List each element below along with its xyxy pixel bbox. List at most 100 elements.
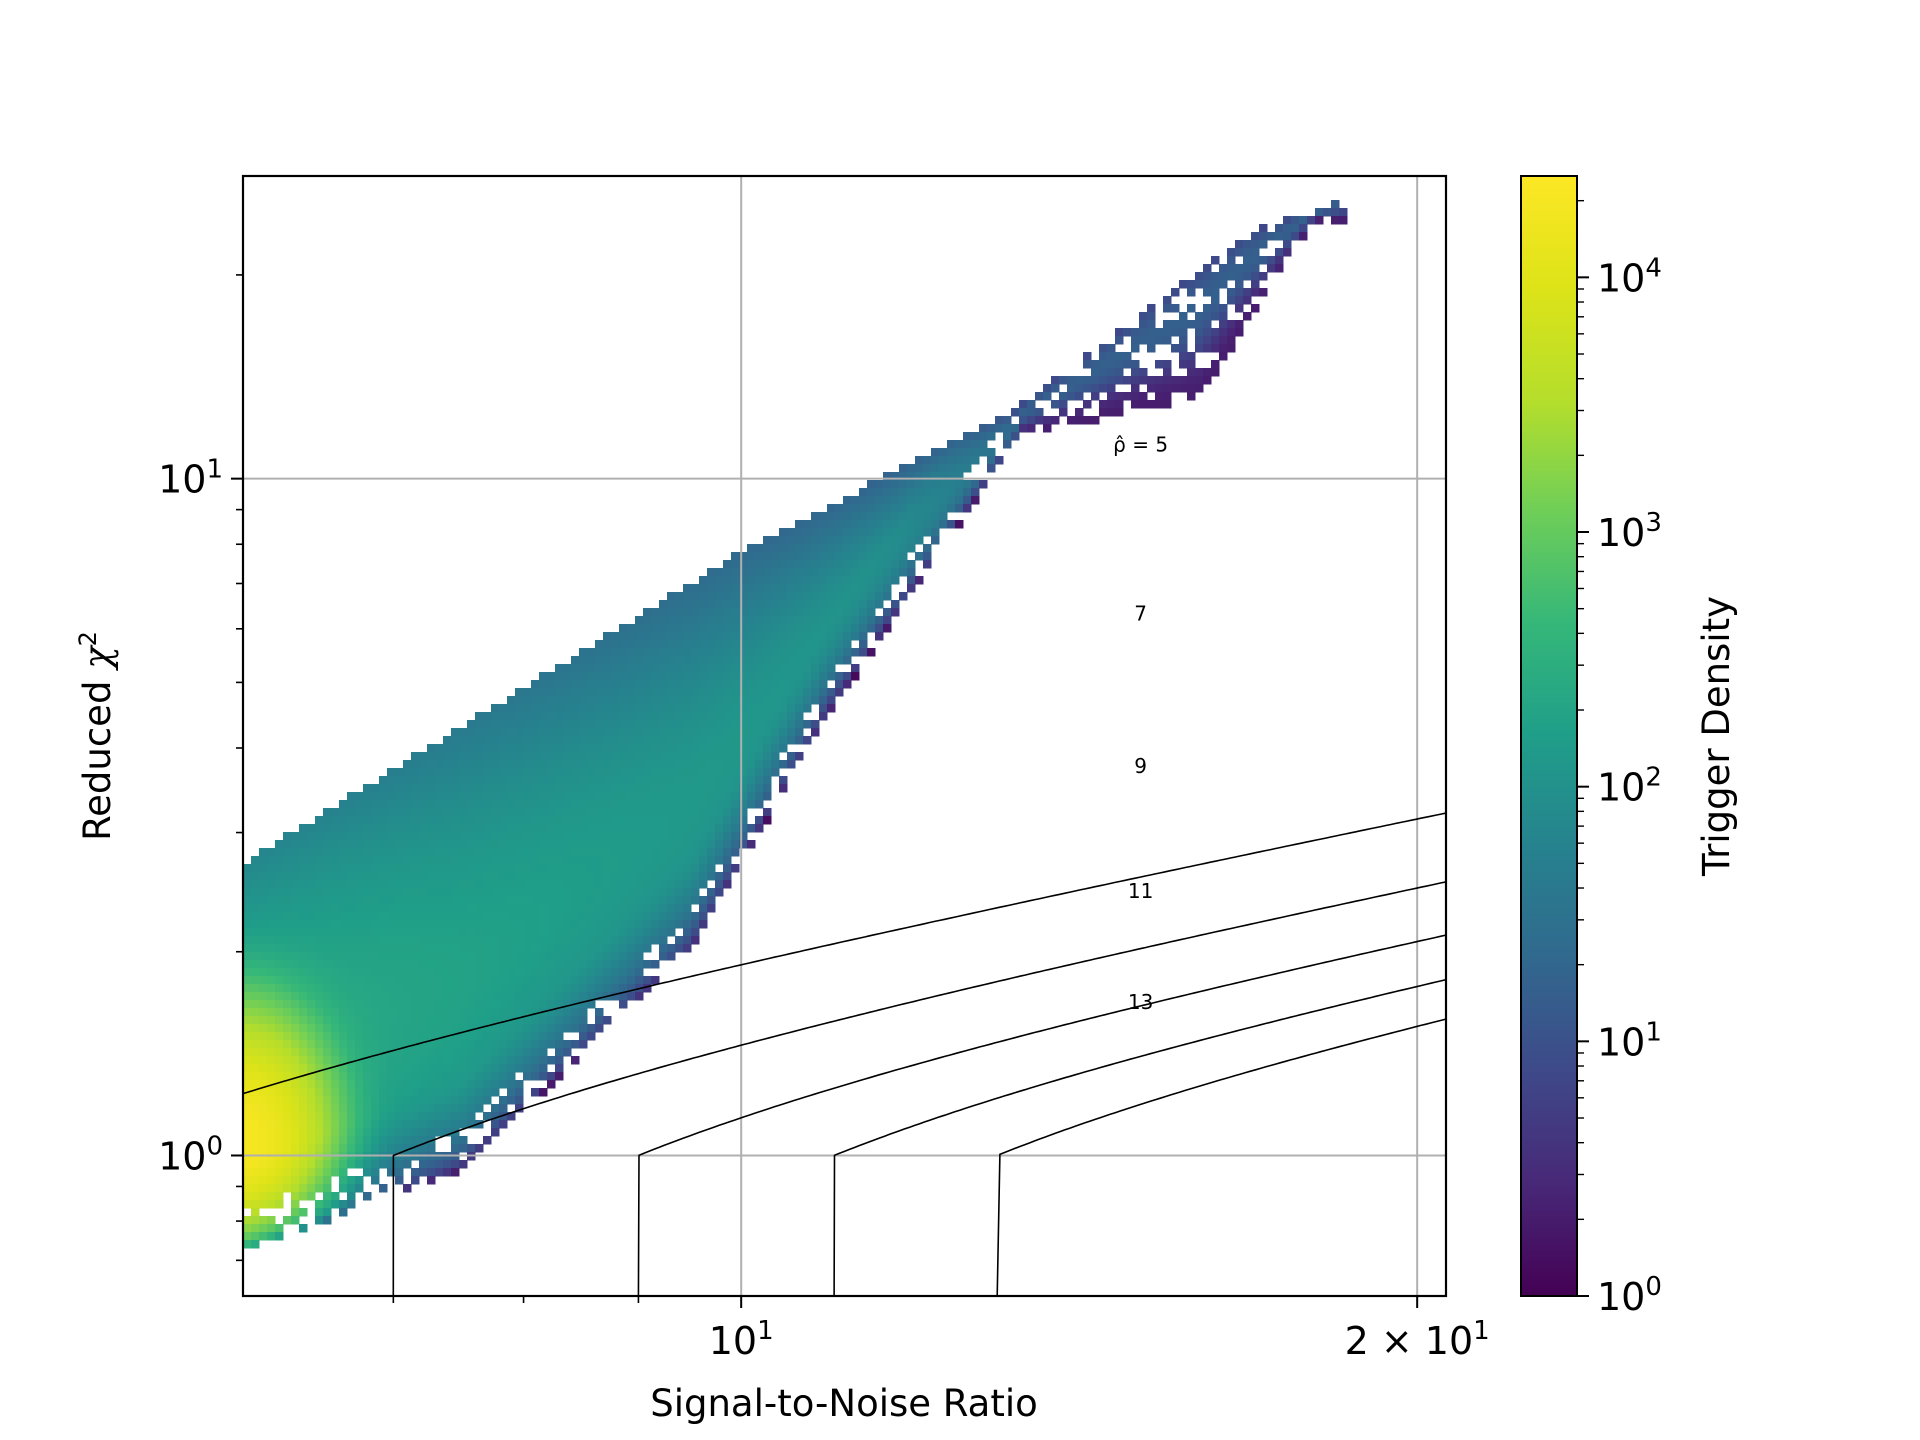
density-cell bbox=[603, 728, 612, 737]
density-cell bbox=[539, 1000, 548, 1009]
density-cell bbox=[659, 752, 668, 761]
density-cell bbox=[683, 608, 692, 617]
density-cell bbox=[1235, 288, 1244, 297]
density-cell bbox=[747, 736, 756, 745]
density-cell bbox=[659, 776, 668, 785]
density-cell bbox=[755, 760, 764, 769]
density-cell bbox=[587, 728, 596, 737]
density-cell bbox=[699, 840, 708, 849]
density-cell bbox=[275, 1040, 284, 1049]
density-cell bbox=[523, 840, 532, 849]
density-cell bbox=[715, 824, 724, 833]
density-cell bbox=[731, 552, 740, 561]
density-cell bbox=[371, 984, 380, 993]
density-cell bbox=[875, 544, 884, 553]
density-cell bbox=[347, 1200, 356, 1209]
density-cell bbox=[387, 1072, 396, 1081]
density-cell bbox=[691, 880, 700, 889]
density-cell bbox=[707, 608, 716, 617]
density-cell bbox=[667, 808, 676, 817]
density-cell bbox=[1235, 264, 1244, 273]
density-cell bbox=[307, 1176, 316, 1185]
density-cell bbox=[347, 864, 356, 873]
density-cell bbox=[531, 960, 540, 969]
density-cell bbox=[683, 944, 692, 953]
density-cell bbox=[683, 688, 692, 697]
density-cell bbox=[451, 800, 460, 809]
density-cell bbox=[1051, 400, 1060, 409]
density-cell bbox=[619, 712, 628, 721]
density-cell bbox=[275, 952, 284, 961]
density-cell bbox=[523, 752, 532, 761]
density-cell bbox=[547, 752, 556, 761]
density-cell bbox=[299, 960, 308, 969]
density-cell bbox=[411, 1144, 420, 1153]
density-cell bbox=[531, 816, 540, 825]
density-cell bbox=[683, 864, 692, 873]
density-cell bbox=[283, 1120, 292, 1129]
density-cell bbox=[499, 912, 508, 921]
density-cell bbox=[251, 976, 260, 985]
density-cell bbox=[691, 632, 700, 641]
density-cell bbox=[555, 680, 564, 689]
density-cell bbox=[1203, 336, 1212, 345]
density-cell bbox=[419, 856, 428, 865]
density-cell bbox=[859, 528, 868, 537]
density-cell bbox=[619, 840, 628, 849]
density-cell bbox=[819, 680, 828, 689]
density-cell bbox=[395, 1128, 404, 1137]
density-cell bbox=[475, 1088, 484, 1097]
density-cell bbox=[1211, 312, 1220, 321]
density-cell bbox=[299, 984, 308, 993]
density-cell bbox=[1187, 368, 1196, 377]
density-cell bbox=[787, 600, 796, 609]
density-cell bbox=[315, 880, 324, 889]
density-cell bbox=[587, 656, 596, 665]
density-cell bbox=[443, 888, 452, 897]
density-cell bbox=[315, 872, 324, 881]
density-cell bbox=[483, 1072, 492, 1081]
density-cell bbox=[611, 904, 620, 913]
density-cell bbox=[315, 1136, 324, 1145]
density-cell bbox=[467, 1008, 476, 1017]
density-cell bbox=[331, 808, 340, 817]
density-cell bbox=[259, 856, 268, 865]
density-cell bbox=[859, 576, 868, 585]
density-cell bbox=[683, 776, 692, 785]
density-cell bbox=[531, 976, 540, 985]
density-cell bbox=[355, 872, 364, 881]
density-cell bbox=[507, 968, 516, 977]
density-cell bbox=[411, 1168, 420, 1177]
density-cell bbox=[1187, 352, 1196, 361]
density-cell bbox=[531, 760, 540, 769]
density-cell bbox=[675, 744, 684, 753]
density-cell bbox=[475, 944, 484, 953]
density-cell bbox=[555, 800, 564, 809]
density-cell bbox=[451, 1104, 460, 1113]
density-cell bbox=[723, 832, 732, 841]
density-cell bbox=[963, 488, 972, 497]
density-cell bbox=[819, 600, 828, 609]
density-cell bbox=[1011, 432, 1020, 441]
density-cell bbox=[891, 504, 900, 513]
density-cell bbox=[363, 928, 372, 937]
density-cell bbox=[1115, 392, 1124, 401]
density-cell bbox=[523, 968, 532, 977]
density-cell bbox=[347, 840, 356, 849]
density-cell bbox=[267, 920, 276, 929]
density-cell bbox=[443, 1016, 452, 1025]
density-cell bbox=[811, 552, 820, 561]
density-cell bbox=[379, 1032, 388, 1041]
density-cell bbox=[531, 856, 540, 865]
density-cell bbox=[363, 952, 372, 961]
colorbar-label: Trigger Density bbox=[1695, 596, 1738, 877]
density-cell bbox=[435, 864, 444, 873]
density-cell bbox=[963, 504, 972, 513]
density-cell bbox=[875, 496, 884, 505]
density-cell bbox=[939, 472, 948, 481]
density-cell bbox=[531, 728, 540, 737]
density-cell bbox=[379, 776, 388, 785]
density-cell bbox=[763, 552, 772, 561]
density-cell bbox=[339, 912, 348, 921]
